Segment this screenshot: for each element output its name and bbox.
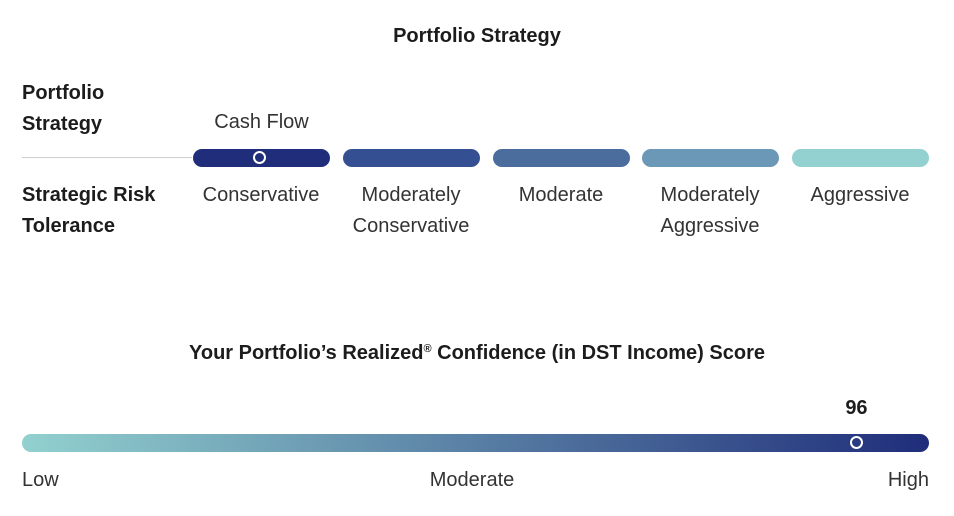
score-title-part1: Your Portfolio’s Realized [189,342,424,364]
risk-label-moderately-conservative: Moderately Conservative [336,180,486,242]
strategic-risk-tolerance-label: Strategic Risk Tolerance [22,180,155,242]
risk-label-line1: Strategic Risk [22,184,156,206]
risk-label-conservative: Conservative [186,180,336,211]
risk-label-line2: Tolerance [22,215,115,237]
risk-segment-moderately-aggressive [642,149,779,167]
risk-segment-moderately-conservative [343,149,480,167]
portfolio-strategy-label-line2: Strategy [22,113,103,135]
portfolio-strategy-row-label: Portfolio Strategy [22,78,104,140]
scale-label-low: Low [22,469,59,491]
registered-mark: ® [423,343,432,355]
confidence-score-bar [22,434,929,452]
strategy-baseline [22,157,192,158]
risk-label-text: Aggressive [660,215,760,237]
risk-label-text: Moderate [518,184,604,206]
risk-label-text: Moderately [660,184,760,206]
risk-segment-moderate [493,149,630,167]
portfolio-strategy-title: Portfolio Strategy [393,25,561,47]
scale-label-high: High [887,469,929,491]
risk-label-text: Conservative [352,215,470,237]
risk-label-moderate: Moderate [486,180,636,211]
confidence-score-title: Your Portfolio’s Realized® Confidence (i… [0,342,954,365]
risk-segment-aggressive [792,149,929,167]
risk-label-aggressive: Aggressive [785,180,935,211]
risk-label-text: Conservative [202,184,320,206]
risk-label-text: Aggressive [810,184,910,206]
score-marker-icon [849,436,863,449]
selected-strategy-label: Cash Flow [214,111,309,133]
risk-label-text: Moderately [361,184,461,206]
strategy-marker-icon [253,151,266,164]
score-title-part2: Confidence (in DST Income) Score [431,342,765,364]
risk-label-moderately-aggressive: Moderately Aggressive [635,180,785,242]
portfolio-strategy-label-line1: Portfolio [22,82,105,104]
score-value: 96 [845,397,868,419]
scale-label-moderate: Moderate [429,469,515,491]
